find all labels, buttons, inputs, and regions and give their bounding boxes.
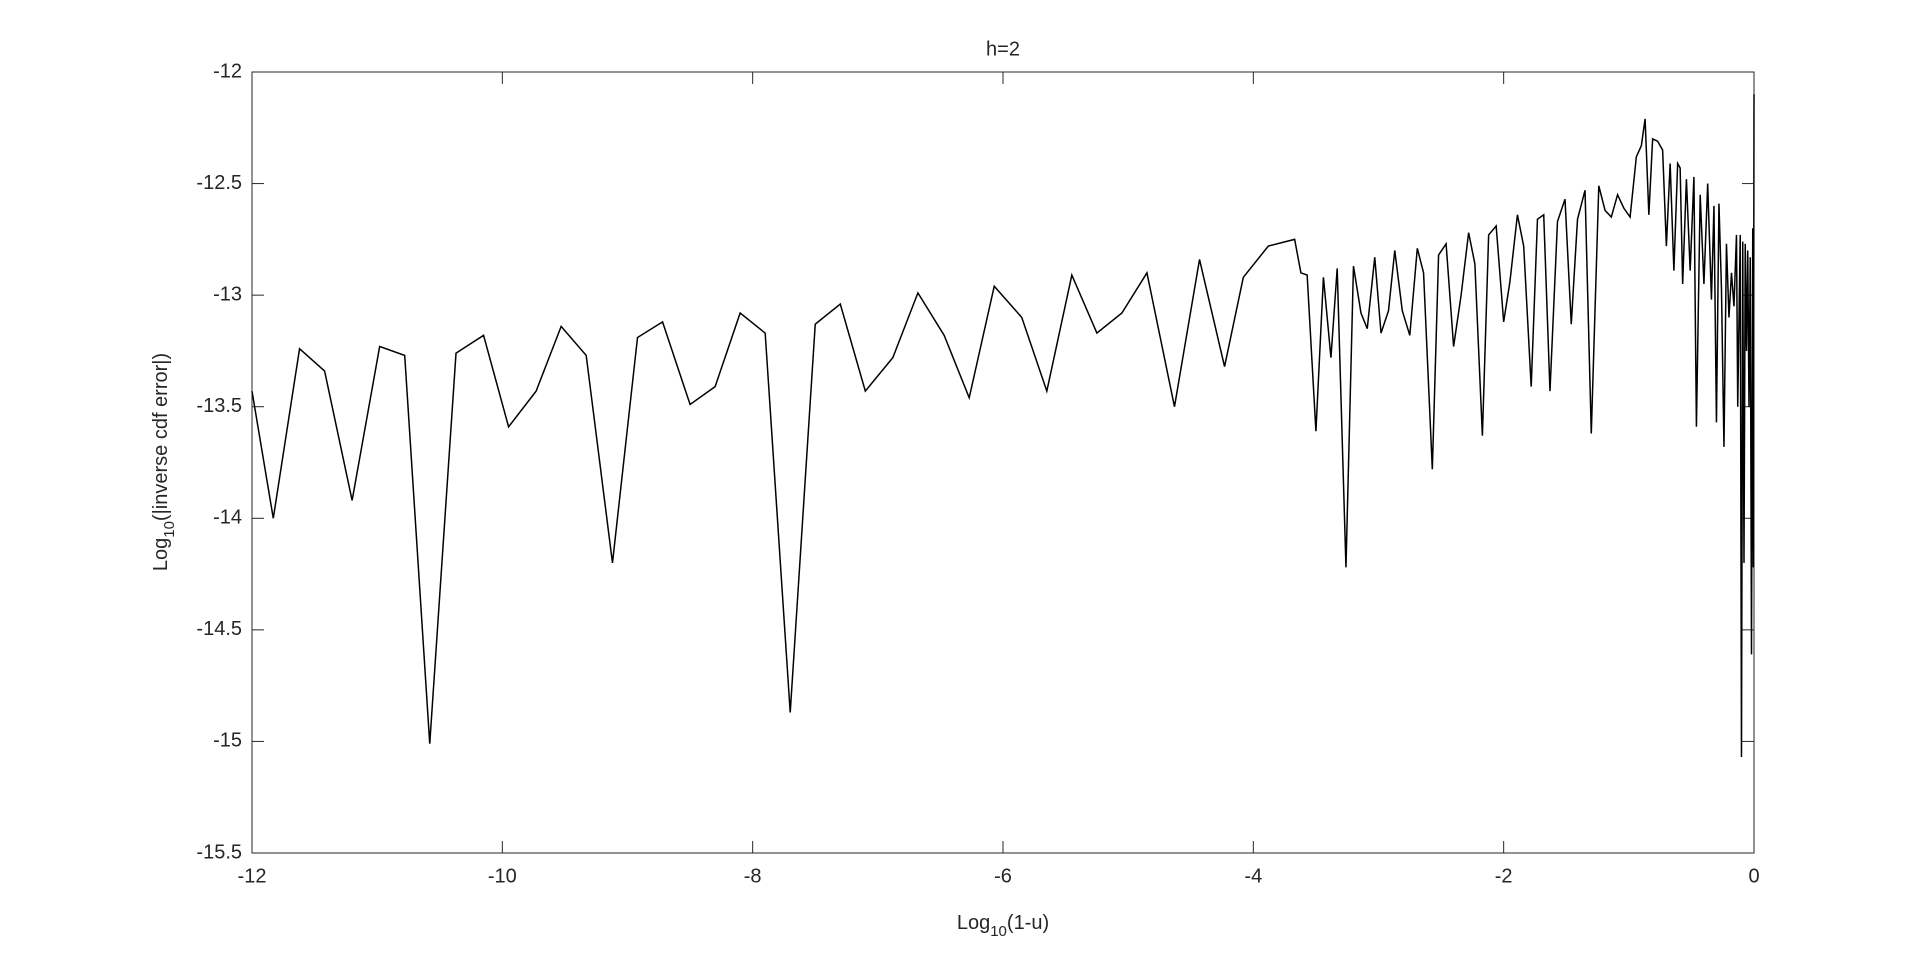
y-tick-label: -14.5 <box>196 618 242 640</box>
x-tick-label: -6 <box>994 865 1012 887</box>
y-axis-label: Log10(|inverse cdf error|) <box>150 353 178 571</box>
y-tick-label: -12.5 <box>196 172 242 194</box>
x-axis-label: Log10(1-u) <box>957 912 1049 940</box>
y-tick-label: -13.5 <box>196 395 242 417</box>
x-tick-label: -4 <box>1244 865 1262 887</box>
x-tick-label: -2 <box>1495 865 1513 887</box>
x-tick-label: -12 <box>238 865 267 887</box>
x-tick-label: -8 <box>744 865 762 887</box>
x-tick-label: -10 <box>488 865 517 887</box>
y-tick-label: -14 <box>213 507 242 529</box>
x-tick-label: 0 <box>1748 865 1759 887</box>
data-line <box>251 94 1755 758</box>
y-tick-label: -15.5 <box>196 841 242 863</box>
y-tick-label: -12 <box>213 60 242 82</box>
y-tick-label: -13 <box>213 283 242 305</box>
chart-title: h=2 <box>986 38 1020 60</box>
y-tick-label: -15 <box>213 730 242 752</box>
